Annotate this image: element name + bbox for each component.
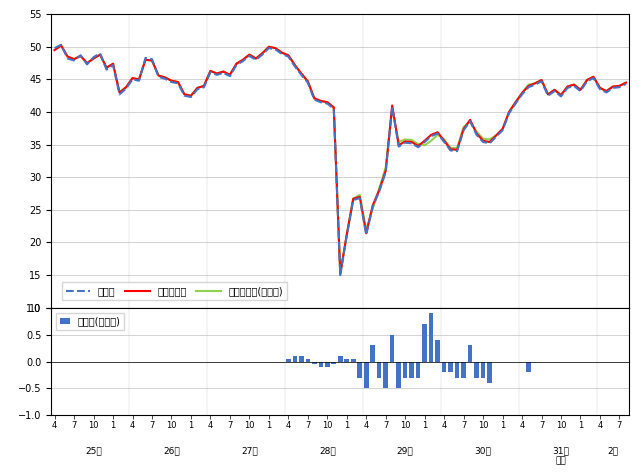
Bar bbox=[390, 335, 394, 362]
Bar bbox=[325, 362, 329, 367]
Bar bbox=[364, 362, 369, 388]
Text: 31年
元年: 31年 元年 bbox=[553, 446, 569, 465]
Bar bbox=[345, 359, 349, 362]
Text: 30年: 30年 bbox=[474, 338, 492, 347]
Bar bbox=[448, 362, 453, 372]
Text: 25年: 25年 bbox=[85, 446, 102, 455]
Bar bbox=[429, 313, 433, 362]
Bar bbox=[351, 359, 356, 362]
Bar bbox=[306, 359, 310, 362]
Bar bbox=[286, 359, 291, 362]
Text: 25年: 25年 bbox=[85, 338, 102, 347]
Text: 2年: 2年 bbox=[607, 338, 618, 347]
Bar bbox=[331, 362, 336, 364]
Bar bbox=[481, 362, 485, 378]
Bar bbox=[442, 362, 446, 372]
Bar bbox=[526, 362, 531, 372]
Text: 28年: 28年 bbox=[319, 446, 336, 455]
Text: 2年: 2年 bbox=[607, 446, 618, 455]
Bar bbox=[312, 362, 317, 364]
Bar bbox=[370, 346, 375, 362]
Text: 27年: 27年 bbox=[241, 338, 257, 347]
Bar bbox=[474, 362, 479, 378]
Bar bbox=[462, 362, 466, 378]
Text: 29年: 29年 bbox=[397, 446, 413, 455]
Text: 26年: 26年 bbox=[163, 446, 180, 455]
Bar bbox=[358, 362, 362, 378]
Bar bbox=[468, 346, 473, 362]
Text: 27年: 27年 bbox=[241, 446, 257, 455]
Bar bbox=[410, 362, 414, 378]
Bar bbox=[318, 362, 323, 367]
Bar bbox=[293, 356, 297, 362]
Bar bbox=[338, 356, 343, 362]
Bar bbox=[455, 362, 460, 378]
Text: 26年: 26年 bbox=[163, 338, 180, 347]
Bar bbox=[487, 362, 492, 383]
Bar bbox=[383, 362, 388, 388]
Legend: 新旧差(新－旧): 新旧差(新－旧) bbox=[56, 312, 125, 330]
Bar bbox=[422, 324, 427, 362]
Legend: 原系列, 季節調整値, 季節調整値(改訂前): 原系列, 季節調整値, 季節調整値(改訂前) bbox=[62, 282, 287, 300]
Bar bbox=[403, 362, 408, 378]
Bar bbox=[396, 362, 401, 388]
Bar bbox=[377, 362, 381, 378]
Text: 31年
元年: 31年 元年 bbox=[553, 338, 569, 358]
Bar bbox=[435, 340, 440, 362]
Bar bbox=[416, 362, 421, 378]
Text: 29年: 29年 bbox=[397, 338, 413, 347]
Text: 28年: 28年 bbox=[319, 338, 336, 347]
Text: 30年: 30年 bbox=[474, 446, 492, 455]
Bar bbox=[299, 356, 304, 362]
